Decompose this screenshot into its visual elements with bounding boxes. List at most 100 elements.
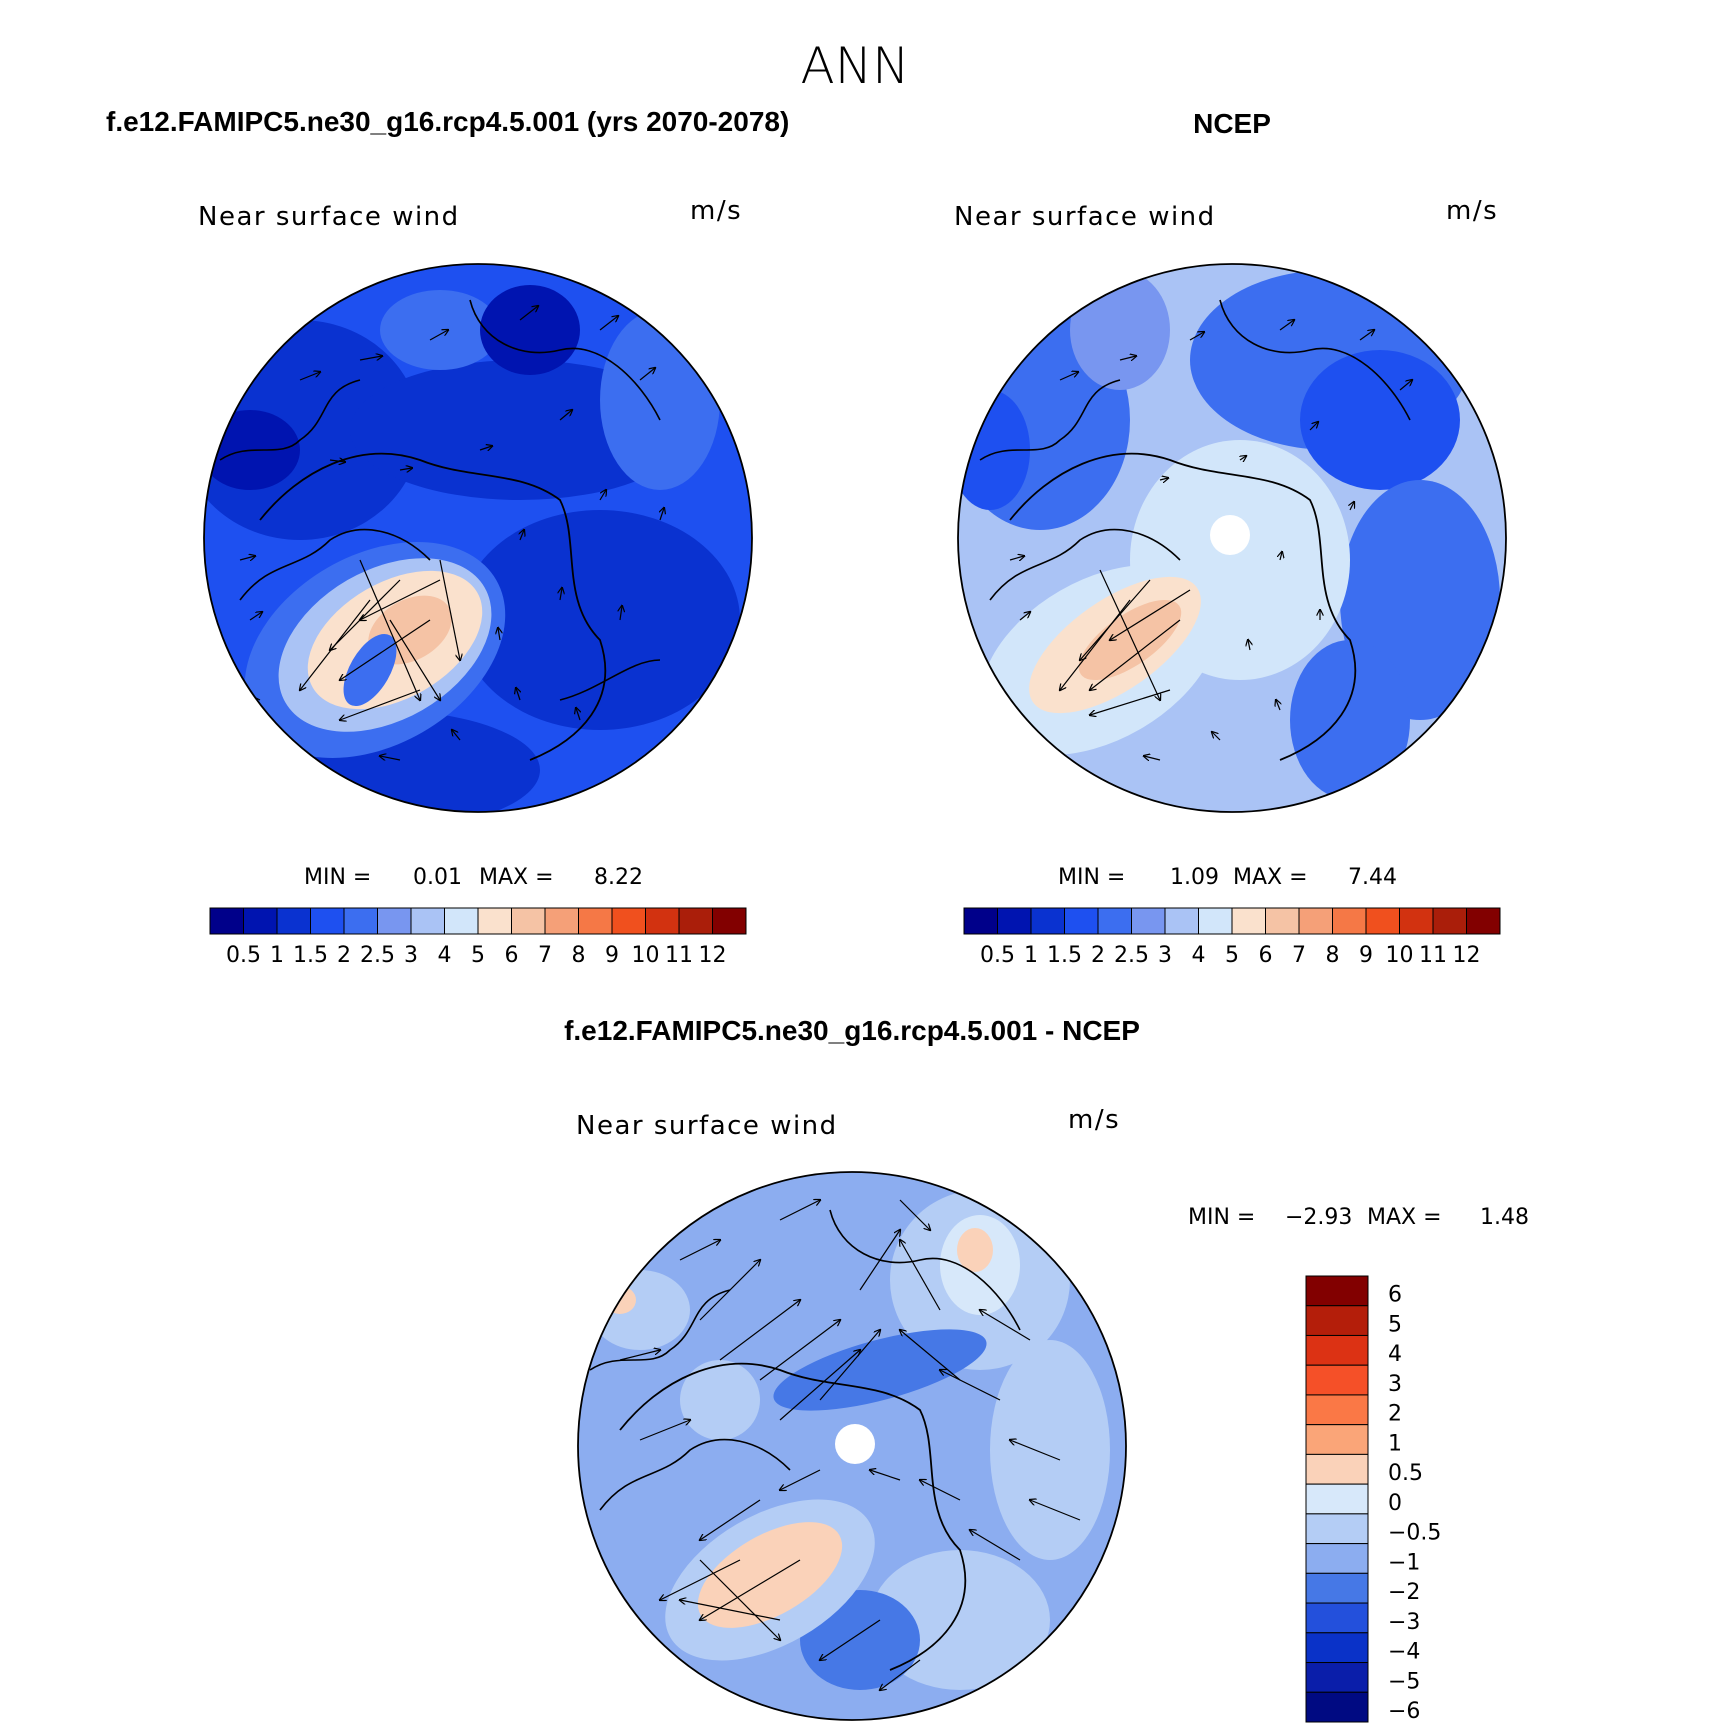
colorbar-swatch [1305, 1275, 1369, 1307]
coastline [989, 528, 1181, 601]
colorbar-tick-label: 9 [1359, 943, 1373, 968]
colorbar-swatch [997, 907, 1032, 935]
colorbar-swatch [511, 907, 546, 935]
colorbar-swatch [444, 907, 479, 935]
colorbar-tick-label: 1 [1024, 943, 1038, 968]
colorbar-swatch [1432, 907, 1467, 935]
coastline [239, 528, 431, 601]
colorbar: 0.5 1 1.5 2 2.5 3 4 5 6 7 8 9 10 11 12 [963, 907, 1501, 968]
colorbar-tick-label: 3 [1388, 1372, 1402, 1397]
colorbar-tick-label: −5 [1388, 1669, 1420, 1694]
minmax-label: MIN = 0.01 MAX = 8.22 [304, 865, 643, 890]
colorbar-tick-label: −4 [1388, 1640, 1420, 1665]
colorbar-tick-label: 7 [1292, 943, 1306, 968]
coastline [469, 299, 661, 421]
colorbar-tick-label: 5 [471, 943, 485, 968]
contour-region [460, 510, 740, 730]
colorbar-tick-label: 0.5 [980, 943, 1015, 968]
colorbar-swatch [1097, 907, 1132, 935]
units-label: m/s [1446, 196, 1498, 226]
colorbar-tick-label: 12 [1453, 943, 1481, 968]
colorbar-tick-label: 8 [572, 943, 586, 968]
colorbar-swatch [1305, 1483, 1369, 1515]
colorbar-tick-label: 10 [632, 943, 660, 968]
colorbar-swatch [1265, 907, 1300, 935]
wind-vectors [1009, 320, 1412, 760]
svg-text:−2.93: −2.93 [1285, 1205, 1352, 1230]
contour-region [1300, 350, 1460, 490]
colorbar-swatch [678, 907, 713, 935]
colorbar-tick-label: −2 [1388, 1580, 1420, 1605]
colorbar-tick-label: −0.5 [1388, 1521, 1441, 1546]
colorbar-tick-label: 0.5 [226, 943, 261, 968]
colorbar-tick-label: 7 [538, 943, 552, 968]
contour-region [600, 310, 720, 490]
colorbar-swatch [1305, 1453, 1369, 1485]
colorbar-tick-label: 3 [1158, 943, 1172, 968]
panel-heading: NCEP [1193, 108, 1271, 139]
polar-map [203, 263, 753, 813]
colorbar-tick-label: 0 [1388, 1491, 1402, 1516]
colorbar-tick-label: −3 [1388, 1610, 1420, 1635]
polar-map [957, 263, 1507, 813]
svg-text:8.22: 8.22 [594, 865, 643, 890]
map-border [577, 1171, 1127, 1721]
colorbar-swatch [377, 907, 412, 935]
svg-text:MIN =: MIN = [1058, 865, 1125, 890]
colorbar-swatch [645, 907, 680, 935]
contour-region [680, 1360, 760, 1440]
contour-region [380, 290, 500, 370]
colorbar-tick-label: 4 [438, 943, 452, 968]
colorbar-swatch [578, 907, 613, 935]
colorbar-swatch [1164, 907, 1199, 935]
colorbar-swatch [276, 907, 311, 935]
colorbar-swatch [712, 907, 747, 935]
coastline [589, 1289, 731, 1371]
coastline [599, 1438, 791, 1511]
variable-label: Near surface wind [954, 202, 1216, 232]
colorbar-swatch [1399, 907, 1434, 935]
variable-label: Near surface wind [198, 202, 460, 232]
colorbar-swatch [343, 907, 378, 935]
colorbar-tick-label: 11 [665, 943, 693, 968]
svg-text:MAX =: MAX = [1233, 865, 1308, 890]
colorbar-tick-label: 6 [1388, 1283, 1402, 1308]
colorbar-vertical: 6 5 4 3 2 1 0.5 0 −0.5 −1 −2 −3 −4 −5 −6 [1305, 1275, 1441, 1724]
svg-text:MAX =: MAX = [1367, 1205, 1442, 1230]
colorbar-swatch [310, 907, 345, 935]
colorbar-tick-label: 5 [1388, 1312, 1402, 1337]
colorbar-swatch [1305, 1602, 1369, 1634]
main-title: ANN [800, 37, 909, 95]
minmax-label: MIN = 1.09 MAX = 7.44 [1058, 865, 1397, 890]
colorbar-tick-label: 2 [1388, 1402, 1402, 1427]
colorbar-swatch [1030, 907, 1065, 935]
colorbar: 0.5 1 1.5 2 2.5 3 4 5 6 7 8 9 10 11 12 [209, 907, 747, 968]
colorbar-swatch [209, 907, 244, 935]
units-label: m/s [690, 196, 742, 226]
panel-ncep: NCEP Near surface wind m/s [954, 108, 1507, 968]
colorbar-tick-label: 9 [605, 943, 619, 968]
colorbar-swatch [1198, 907, 1233, 935]
colorbar-tick-label: 3 [404, 943, 418, 968]
colorbar-tick-label: −1 [1388, 1550, 1420, 1575]
contour-region [1290, 640, 1410, 800]
colorbar-tick-label: 10 [1386, 943, 1414, 968]
svg-text:MIN =: MIN = [1188, 1205, 1255, 1230]
svg-text:MIN =: MIN = [304, 865, 371, 890]
colorbar-swatch [1305, 1394, 1369, 1426]
colorbar-tick-label: 2.5 [360, 943, 395, 968]
panel-model: f.e12.FAMIPC5.ne30_g16.rcp4.5.001 (yrs 2… [106, 106, 789, 968]
colorbar-tick-label: 1.5 [293, 943, 328, 968]
contour-region [773, 1329, 987, 1411]
colorbar-swatch [1305, 1513, 1369, 1545]
svg-text:MAX =: MAX = [479, 865, 554, 890]
colorbar-swatch [1305, 1662, 1369, 1693]
colorbar-swatch [1064, 907, 1099, 935]
colorbar-tick-label: 6 [1259, 943, 1273, 968]
colorbar-swatch [1231, 907, 1266, 935]
contour-region [957, 1228, 993, 1272]
colorbar-swatch [1131, 907, 1166, 935]
contour-region [1078, 599, 1182, 681]
colorbar-tick-label: 2.5 [1114, 943, 1149, 968]
colorbar-swatch [1466, 907, 1501, 935]
